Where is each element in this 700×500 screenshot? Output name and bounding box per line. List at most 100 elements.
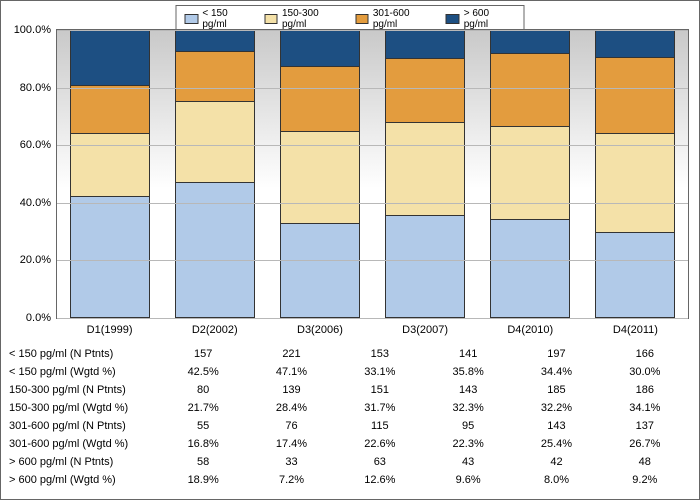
bar-segment-gt600 [280, 30, 360, 66]
table-cell: 47.1% [247, 366, 335, 378]
table-row: 150-300 pg/ml (N Ptnts)80139151143185186 [1, 381, 689, 399]
bar-segment-r150_300 [385, 122, 465, 215]
table-cell: 166 [601, 348, 689, 360]
table-cell: 143 [424, 384, 512, 396]
grid-line [57, 318, 688, 319]
table-row: < 150 pg/ml (Wgtd %)42.5%47.1%33.1%35.8%… [1, 363, 689, 381]
bar-segment-r150_300 [595, 133, 675, 231]
table-cell: 151 [336, 384, 424, 396]
table-row: 301-600 pg/ml (N Ptnts)557611595143137 [1, 417, 689, 435]
x-axis-label: D1(1999) [57, 318, 162, 336]
table-row-cells: 21.7%28.4%31.7%32.3%32.2%34.1% [159, 402, 689, 414]
table-row-cells: 16.8%17.4%22.6%22.3%25.4%26.7% [159, 438, 689, 450]
bar-slot: D3(2006) [267, 30, 372, 318]
chart-plot-area: D1(1999)D2(2002)D3(2006)D3(2007)D4(2010)… [56, 29, 689, 319]
table-cell: 185 [512, 384, 600, 396]
table-cell: 9.6% [424, 474, 512, 486]
table-cell: 22.6% [336, 438, 424, 450]
table-cell: 186 [601, 384, 689, 396]
table-row: > 600 pg/ml (N Ptnts)583363434248 [1, 453, 689, 471]
bar-slot: D4(2011) [583, 30, 688, 318]
bar-segment-lt150 [595, 232, 675, 318]
y-axis-label: 100.0% [14, 24, 57, 36]
table-row-cells: 583363434248 [159, 456, 689, 468]
table-cell: 35.8% [424, 366, 512, 378]
legend-swatch [264, 14, 278, 24]
table-cell: 8.0% [512, 474, 600, 486]
table-row: 150-300 pg/ml (Wgtd %)21.7%28.4%31.7%32.… [1, 399, 689, 417]
y-axis-label: 80.0% [20, 82, 57, 94]
bar-segment-r301_600 [490, 53, 570, 126]
table-cell: 26.7% [601, 438, 689, 450]
bar-segment-r150_300 [490, 126, 570, 219]
table-cell: 16.8% [159, 438, 247, 450]
table-row: > 600 pg/ml (Wgtd %)18.9%7.2%12.6%9.6%8.… [1, 471, 689, 489]
table-row-head: < 150 pg/ml (N Ptnts) [1, 348, 159, 360]
table-cell: 141 [424, 348, 512, 360]
bar-segment-gt600 [70, 30, 150, 84]
legend-label: 301-600 pg/ml [373, 8, 436, 30]
table-cell: 42.5% [159, 366, 247, 378]
table-cell: 143 [512, 420, 600, 432]
bar-segment-gt600 [595, 30, 675, 56]
x-axis-label: D4(2010) [478, 318, 583, 336]
table-row-cells: 18.9%7.2%12.6%9.6%8.0%9.2% [159, 474, 689, 486]
table-cell: 55 [159, 420, 247, 432]
table-cell: 137 [601, 420, 689, 432]
legend-item: 301-600 pg/ml [355, 8, 436, 30]
table-row-cells: 557611595143137 [159, 420, 689, 432]
table-row: 301-600 pg/ml (Wgtd %)16.8%17.4%22.6%22.… [1, 435, 689, 453]
bar-segment-gt600 [490, 30, 570, 53]
y-axis-label: 20.0% [20, 254, 57, 266]
table-cell: 9.2% [601, 474, 689, 486]
table-row-head: > 600 pg/ml (Wgtd %) [1, 474, 159, 486]
bar-segment-r301_600 [595, 57, 675, 134]
table-cell: 43 [424, 456, 512, 468]
legend-item: 150-300 pg/ml [264, 8, 345, 30]
legend-label: 150-300 pg/ml [282, 8, 345, 30]
table-cell: 28.4% [247, 402, 335, 414]
bar [70, 30, 150, 318]
table-cell: 221 [247, 348, 335, 360]
table-row: < 150 pg/ml (N Ptnts)157221153141197166 [1, 345, 689, 363]
grid-line [57, 203, 688, 204]
table-cell: 76 [247, 420, 335, 432]
table-cell: 58 [159, 456, 247, 468]
grid-line [57, 145, 688, 146]
table-cell: 197 [512, 348, 600, 360]
table-cell: 32.2% [512, 402, 600, 414]
bar [490, 30, 570, 318]
table-cell: 34.4% [512, 366, 600, 378]
bar [385, 30, 465, 318]
y-axis-label: 40.0% [20, 197, 57, 209]
x-axis-label: D2(2002) [162, 318, 267, 336]
table-cell: 157 [159, 348, 247, 360]
bar-segment-r301_600 [70, 85, 150, 133]
bar-segment-r301_600 [385, 58, 465, 122]
x-axis-label: D3(2006) [267, 318, 372, 336]
table-cell: 34.1% [601, 402, 689, 414]
table-cell: 33.1% [336, 366, 424, 378]
bar-slot: D3(2007) [373, 30, 478, 318]
table-cell: 12.6% [336, 474, 424, 486]
table-cell: 80 [159, 384, 247, 396]
bar-segment-lt150 [385, 215, 465, 318]
table-cell: 115 [336, 420, 424, 432]
table-cell: 32.3% [424, 402, 512, 414]
grid-line [57, 88, 688, 89]
table-row-head: 150-300 pg/ml (N Ptnts) [1, 384, 159, 396]
bar-segment-r301_600 [175, 51, 255, 101]
bar-segment-lt150 [490, 219, 570, 318]
grid-line [57, 260, 688, 261]
x-axis-label: D3(2007) [373, 318, 478, 336]
bar-segment-r150_300 [175, 101, 255, 183]
bar [175, 30, 255, 318]
bar [595, 30, 675, 318]
y-axis-label: 0.0% [26, 312, 57, 324]
bar-slot: D2(2002) [162, 30, 267, 318]
bar-slot: D1(1999) [57, 30, 162, 318]
bar-slot: D4(2010) [478, 30, 583, 318]
y-axis-label: 60.0% [20, 139, 57, 151]
table-cell: 153 [336, 348, 424, 360]
bar [280, 30, 360, 318]
